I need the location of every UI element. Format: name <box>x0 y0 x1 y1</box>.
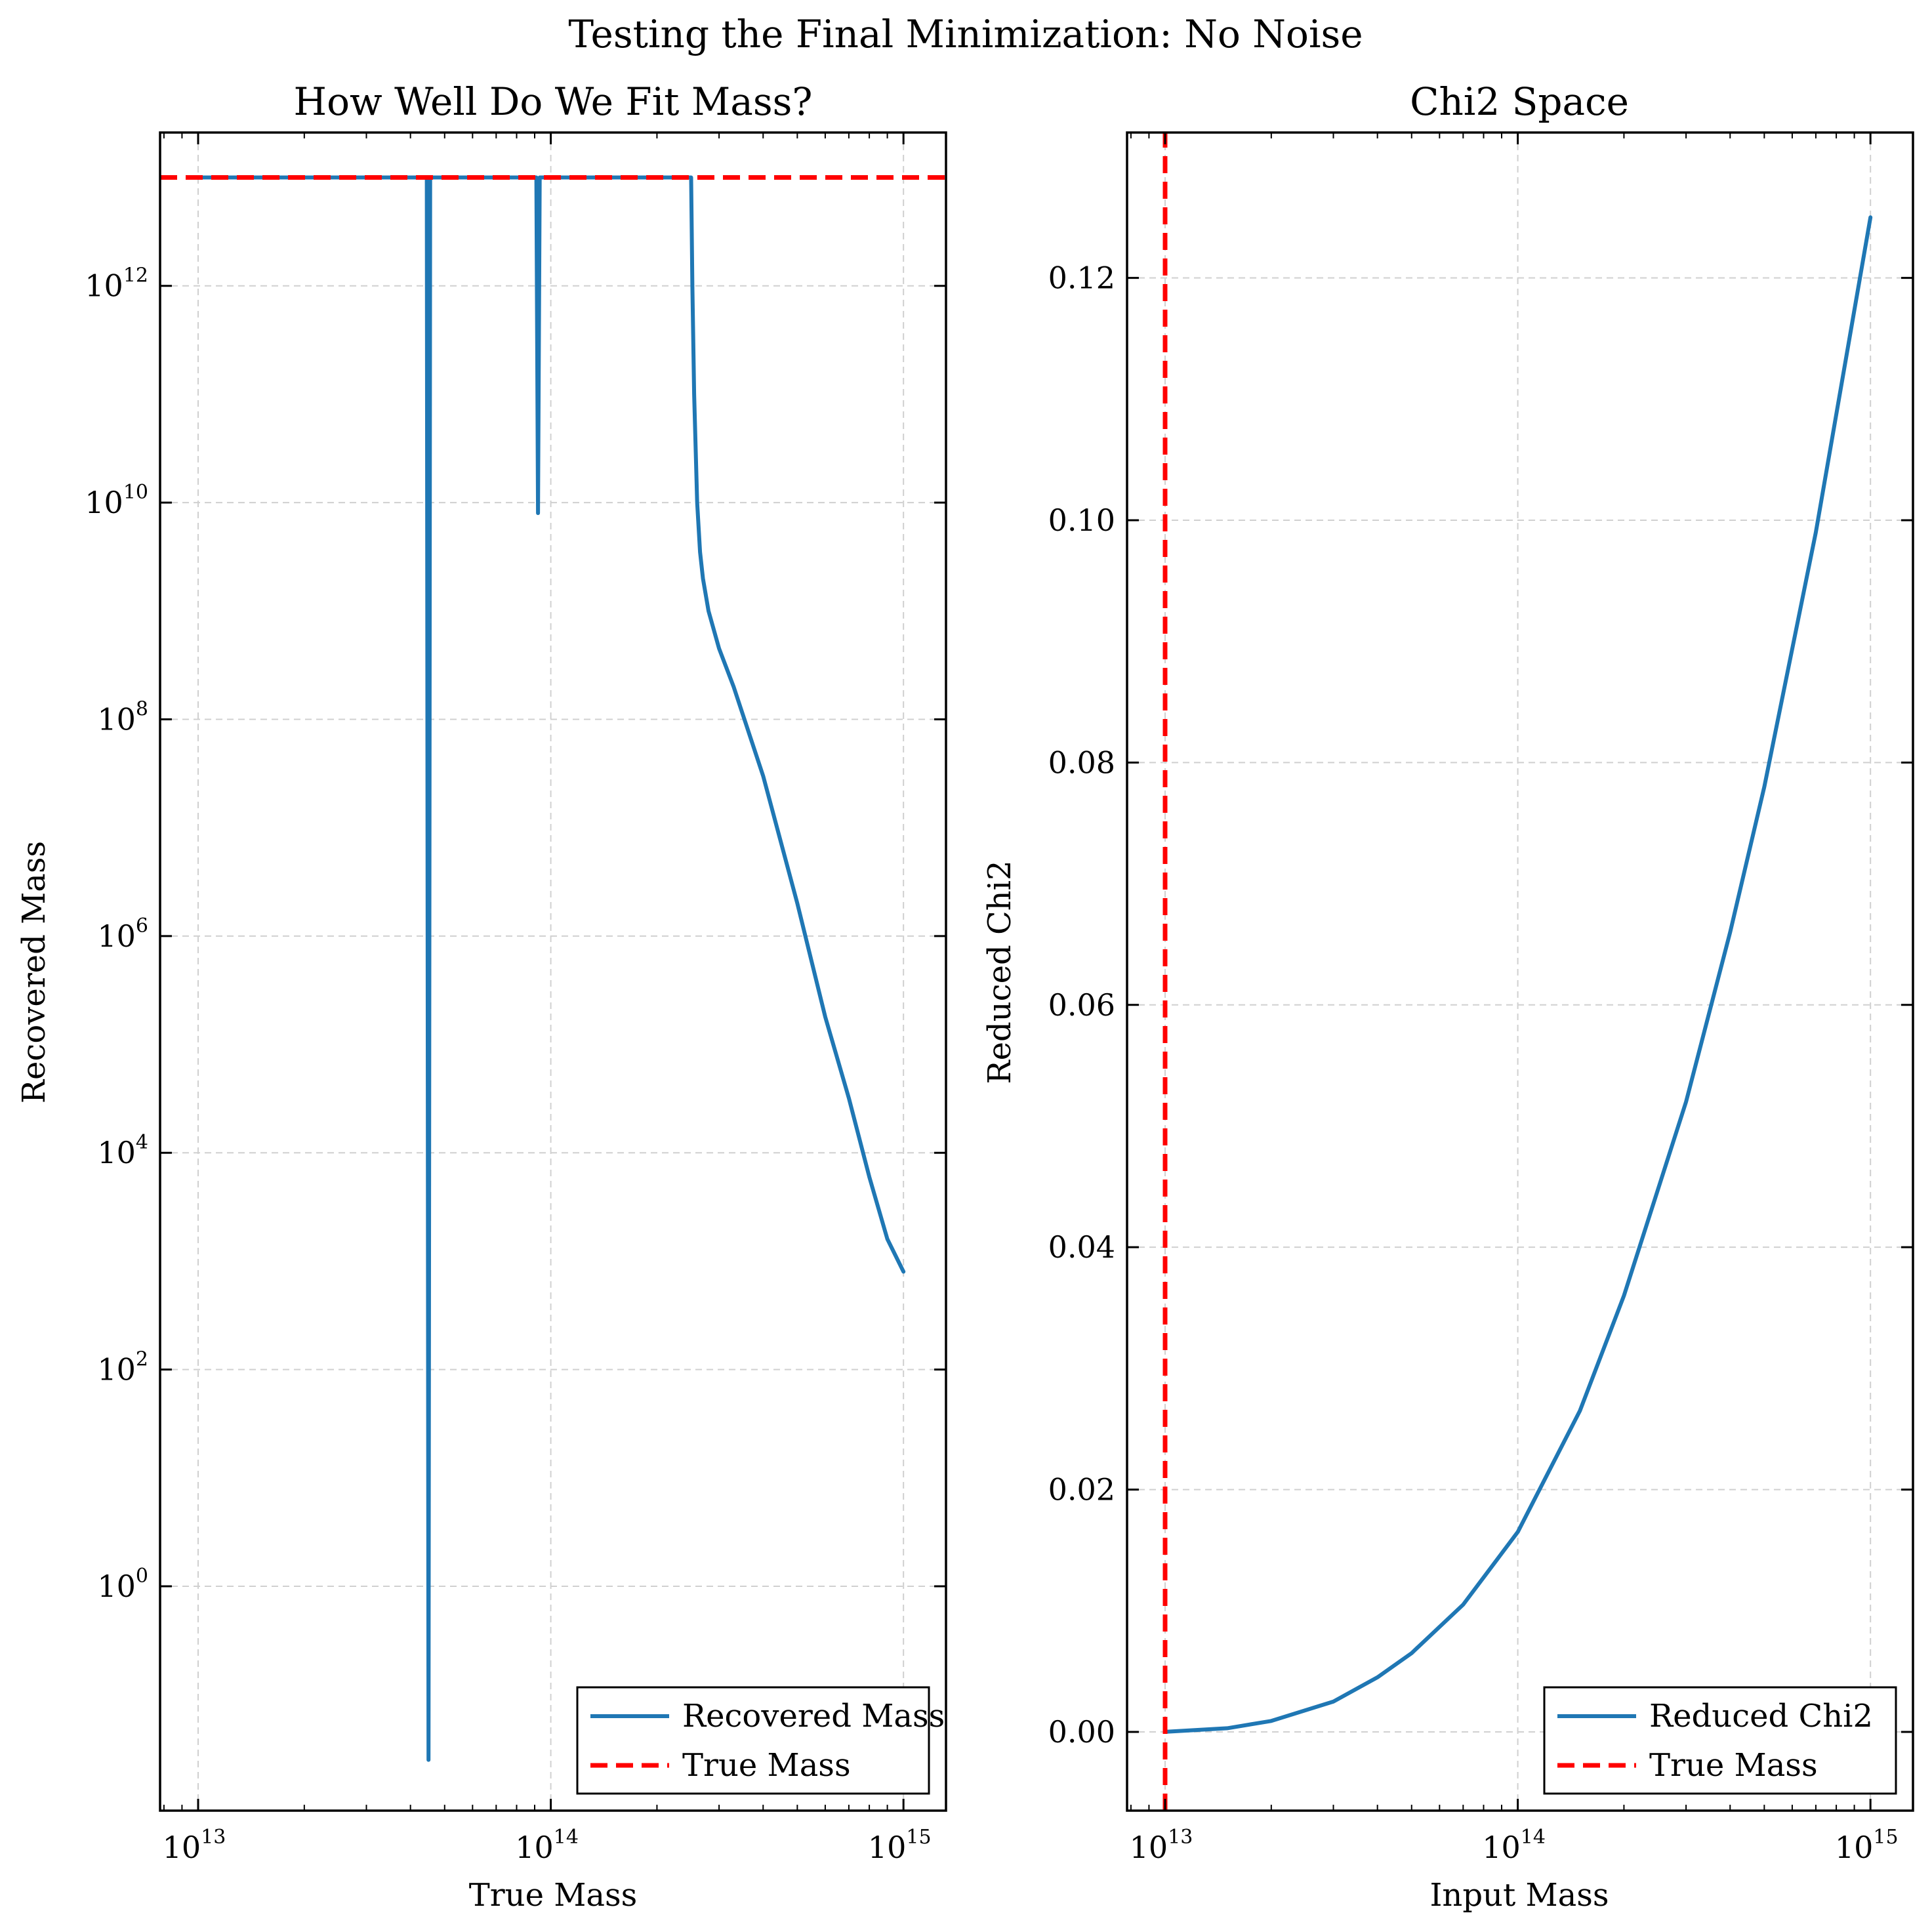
y-tick-exponent: 2 <box>136 1348 148 1371</box>
x-tick-exponent: 15 <box>906 1826 931 1849</box>
y-tick-label: 0.00 <box>1048 1714 1115 1750</box>
y-tick-label: 0.10 <box>1048 503 1115 538</box>
x-tick-exponent: 15 <box>1873 1826 1898 1849</box>
axes-frame <box>1126 131 1914 1812</box>
y-tick-label: 0.12 <box>1048 260 1115 296</box>
legend-box <box>1543 1686 1897 1795</box>
x-tick-label: 1014 <box>515 1826 579 1865</box>
x-tick-exponent: 14 <box>1521 1826 1546 1849</box>
y-tick-base: 10 <box>85 268 123 304</box>
y-tick-base: 10 <box>97 918 136 954</box>
panel-title: Chi2 Space <box>1410 79 1629 124</box>
axes-frame <box>159 131 947 1812</box>
legend-label: Recovered Mass <box>682 1698 945 1735</box>
y-tick-label: 1010 <box>85 481 148 520</box>
x-tick-base: 10 <box>868 1830 907 1865</box>
x-tick-base: 10 <box>1130 1830 1168 1865</box>
y-tick-label: 0.08 <box>1048 745 1115 780</box>
legend-label: Reduced Chi2 <box>1649 1698 1873 1735</box>
y-tick-label: 102 <box>97 1348 148 1387</box>
y-tick-base: 10 <box>97 701 136 737</box>
y-tick-exponent: 8 <box>136 697 148 720</box>
x-tick-label: 1015 <box>1835 1826 1899 1865</box>
legend-box <box>576 1686 930 1795</box>
y-tick-label: 104 <box>97 1131 148 1170</box>
y-tick-label: 100 <box>97 1565 148 1604</box>
x-tick-label: 1013 <box>163 1826 226 1865</box>
legend-label: True Mass <box>1649 1747 1818 1784</box>
y-tick-base: 10 <box>97 1135 136 1170</box>
y-axis-label: Reduced Chi2 <box>981 861 1018 1084</box>
y-tick-exponent: 0 <box>136 1565 148 1588</box>
x-tick-label: 1013 <box>1130 1826 1193 1865</box>
x-tick-exponent: 13 <box>201 1826 226 1849</box>
x-tick-base: 10 <box>1482 1830 1521 1865</box>
y-tick-label: 0.06 <box>1048 987 1115 1023</box>
y-tick-base: 10 <box>97 1352 136 1387</box>
y-tick-label: 106 <box>97 915 148 954</box>
figure-title: Testing the Final Minimization: No Noise <box>568 12 1363 56</box>
y-tick-exponent: 12 <box>123 264 148 287</box>
y-tick-exponent: 4 <box>136 1131 148 1154</box>
y-tick-label: 108 <box>97 697 148 737</box>
y-tick-exponent: 10 <box>123 481 148 504</box>
grid <box>160 133 946 1811</box>
y-tick-exponent: 6 <box>136 915 148 937</box>
series-line-reduced-chi2 <box>1163 215 1873 1734</box>
x-tick-label: 1014 <box>1482 1826 1546 1865</box>
panel-title: How Well Do We Fit Mass? <box>294 79 813 124</box>
x-tick-base: 10 <box>163 1830 201 1865</box>
series-layer <box>1162 133 1873 1811</box>
x-tick-label: 1015 <box>868 1826 932 1865</box>
legend: Recovered Mass True Mass <box>576 1686 945 1795</box>
x-tick-exponent: 13 <box>1168 1826 1193 1849</box>
y-tick-base: 10 <box>97 1569 136 1604</box>
x-axis-label: True Mass <box>469 1877 638 1914</box>
y-tick-base: 10 <box>85 485 123 520</box>
y-tick-label: 1012 <box>85 264 148 304</box>
x-axis-label: Input Mass <box>1429 1877 1609 1914</box>
y-tick-label: 0.02 <box>1048 1472 1115 1508</box>
panel-mass-fit: How Well Do We Fit Mass? True Mass Recov… <box>16 79 947 1914</box>
legend-label: True Mass <box>682 1747 851 1784</box>
x-tick-base: 10 <box>1835 1830 1874 1865</box>
y-tick-label: 0.04 <box>1048 1229 1115 1265</box>
panel-chi2-space: Chi2 Space Input Mass Reduced Chi2 1013 1… <box>981 79 1914 1914</box>
y-axis-label: Recovered Mass <box>16 841 52 1103</box>
x-tick-exponent: 14 <box>554 1826 579 1849</box>
legend: Reduced Chi2 True Mass <box>1543 1686 1897 1795</box>
x-tick-base: 10 <box>515 1830 554 1865</box>
series-layer <box>160 175 946 1762</box>
